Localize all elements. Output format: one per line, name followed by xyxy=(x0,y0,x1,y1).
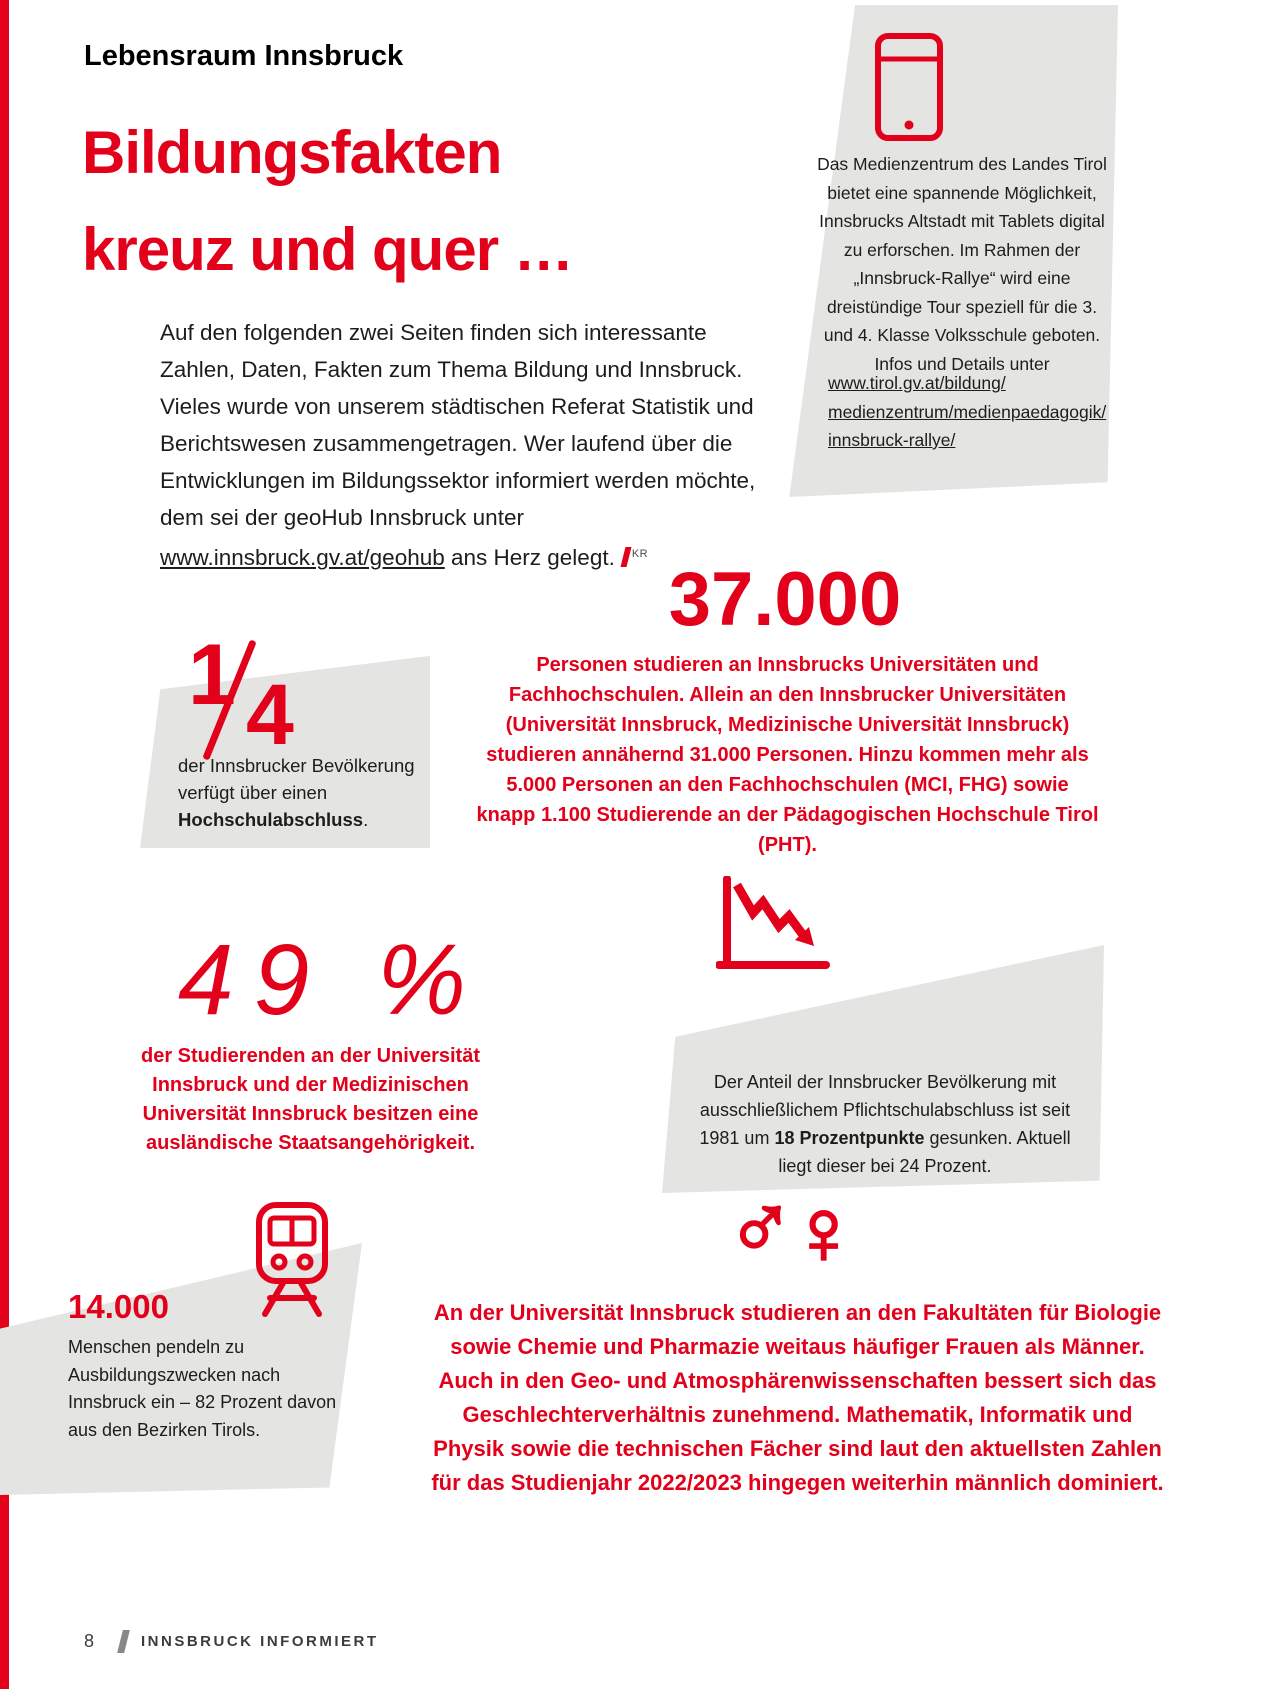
commuters-stat-value: 14.000 xyxy=(68,1288,169,1325)
gender-bold-3: Physik xyxy=(433,1436,505,1461)
gender-bold-2: Mathematik, Informatik xyxy=(846,1402,1087,1427)
magazine-title: INNSBRUCK INFORMIERT xyxy=(141,1633,379,1650)
author-initials: KR xyxy=(631,548,649,560)
intro-text-end: ans Herz gelegt. xyxy=(444,545,615,570)
quarter-caption-text: der Innsbrucker Bevölkerung verfügt über… xyxy=(178,755,415,803)
commuters-caption: Menschen pendeln zu Ausbildungszwecken n… xyxy=(68,1337,337,1440)
students-stat-text: Personen studieren an Innsbrucks Univers… xyxy=(476,654,1099,856)
media-info-text: Das Medienzentrum des Landes Tirol biete… xyxy=(817,154,1107,374)
decline-caption-end: gesunken. Aktuell liegt dieser bei 24 Pr… xyxy=(778,1128,1071,1176)
media-link-3[interactable]: innsbruck-rallye/ xyxy=(828,430,956,450)
media-link-1[interactable]: www.tirol.gv.at/bildung/ xyxy=(828,373,1006,393)
footer-slash-mark xyxy=(117,1630,130,1653)
gender-bold-4: technischen Fächer xyxy=(615,1436,822,1461)
section-eyebrow: Lebensraum Innsbruck xyxy=(84,40,404,72)
gender-text-2: als Männer. Auch in den Geo- und Atmosph… xyxy=(438,1334,1157,1427)
foreign-students-caption: der Studierenden an der Universität Inns… xyxy=(118,1042,503,1158)
foreign-caption-end: . xyxy=(469,1132,475,1154)
male-icon: ♂ xyxy=(725,1172,797,1277)
quarter-gray-box xyxy=(140,655,430,848)
gender-bold-1: häufiger Frauen xyxy=(852,1334,1019,1359)
students-stat-value: 37.000 xyxy=(668,557,902,642)
page-title-line1: Bildungsfakten xyxy=(82,119,502,186)
gender-bold-5: männlich dominiert xyxy=(954,1470,1158,1495)
quarter-caption-bold: Hochschulabschluss xyxy=(178,809,364,830)
quarter-denominator: 4 xyxy=(246,667,294,763)
left-accent-bar xyxy=(0,0,9,1689)
intro-paragraph: Auf den folgenden zwei Seiten finden sic… xyxy=(160,314,765,576)
tablet-icon xyxy=(874,32,944,142)
intro-text: Auf den folgenden zwei Seiten finden sic… xyxy=(160,320,756,530)
foreign-caption-bold: ausländische Staatsangehörigkeit xyxy=(146,1132,470,1154)
decline-caption: Der Anteil der Innsbrucker Bevölkerung m… xyxy=(685,1068,1085,1180)
page-title-line2: kreuz und quer … xyxy=(82,216,574,283)
page-number: 8 xyxy=(84,1631,95,1651)
page-footer: 8 INNSBRUCK INFORMIERT xyxy=(84,1630,379,1653)
media-info-links: www.tirol.gv.at/bildung/ medienzentrum/m… xyxy=(828,369,1113,455)
gender-symbols: ♂ ♀ xyxy=(725,1172,860,1285)
gender-paragraph: An der Universität Innsbruck studieren a… xyxy=(425,1296,1170,1500)
declining-chart-icon xyxy=(716,876,834,974)
train-icon xyxy=(252,1200,332,1320)
decline-caption-text: Der Anteil der Innsbrucker Bevölkerung m… xyxy=(699,1072,1071,1148)
media-link-2[interactable]: medienzentrum/medienpaedagogik/ xyxy=(828,401,1107,422)
page-title: Bildungsfakten kreuz und quer … xyxy=(82,104,574,298)
quarter-caption: der Innsbrucker Bevölkerung verfügt über… xyxy=(178,752,423,833)
gender-text-4: sowie die xyxy=(504,1436,616,1461)
gender-text-6: . xyxy=(1157,1470,1164,1495)
gender-text-1: An der Universität Innsbruck studieren a… xyxy=(433,1300,1162,1359)
gender-text-5: sind laut den aktuellsten Zahlen für das… xyxy=(431,1436,1162,1495)
decline-caption-bold: 18 Prozentpunkte xyxy=(774,1128,925,1148)
foreign-students-value: 49 % xyxy=(178,924,486,1036)
gender-text-3: und xyxy=(1086,1402,1133,1427)
foreign-caption-text: der Studierenden an der Universität Inns… xyxy=(141,1045,480,1125)
geohub-link[interactable]: www.innsbruck.gv.at/geohub xyxy=(160,545,445,570)
quarter-caption-end: . xyxy=(363,809,369,830)
female-icon: ♀ xyxy=(788,1180,860,1285)
